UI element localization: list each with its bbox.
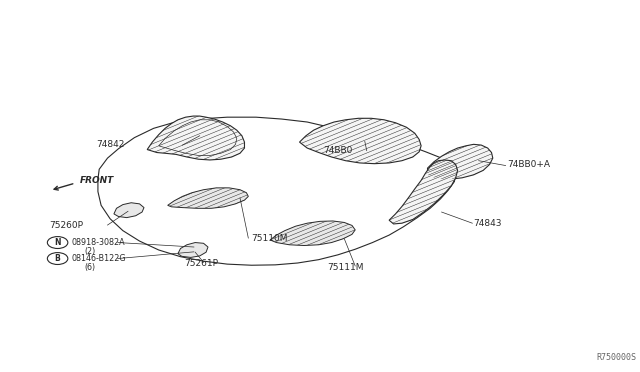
Text: (2): (2): [84, 247, 96, 256]
Text: 75261P: 75261P: [184, 259, 218, 267]
Text: 74843: 74843: [474, 219, 502, 228]
Polygon shape: [147, 116, 244, 160]
Circle shape: [47, 253, 68, 264]
Polygon shape: [300, 118, 421, 164]
Polygon shape: [114, 203, 144, 218]
Polygon shape: [168, 188, 248, 208]
Text: 75260P: 75260P: [49, 221, 83, 230]
Polygon shape: [178, 243, 208, 257]
Polygon shape: [428, 144, 493, 179]
Text: FRONT: FRONT: [80, 176, 115, 185]
Circle shape: [47, 237, 68, 248]
Text: 75110M: 75110M: [251, 234, 287, 243]
Text: 74BB0+A: 74BB0+A: [507, 160, 550, 169]
Text: 74BB0: 74BB0: [323, 146, 353, 155]
Text: (6): (6): [84, 263, 95, 272]
Text: R750000S: R750000S: [596, 353, 637, 362]
Text: 74842: 74842: [96, 140, 124, 149]
Text: 08918-3082A: 08918-3082A: [72, 238, 125, 247]
Polygon shape: [270, 221, 355, 246]
Polygon shape: [389, 160, 458, 224]
Text: 75111M: 75111M: [328, 263, 364, 272]
Polygon shape: [98, 117, 456, 265]
Text: 08146-B122G: 08146-B122G: [72, 254, 126, 263]
Text: B: B: [55, 254, 60, 263]
Text: N: N: [54, 238, 61, 247]
